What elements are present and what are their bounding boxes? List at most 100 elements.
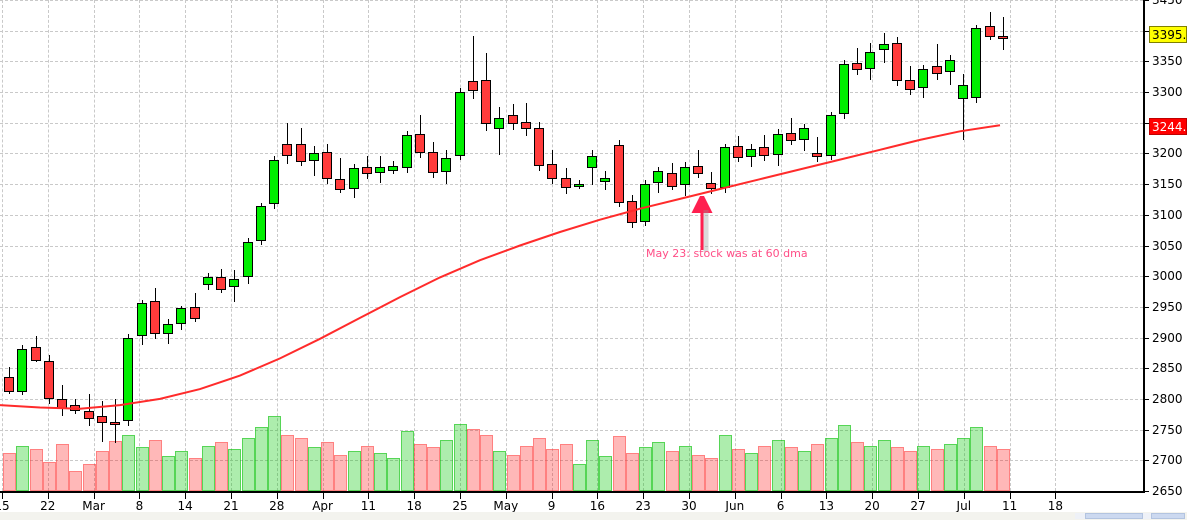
volume-bar xyxy=(996,449,1010,491)
volume-bar xyxy=(745,452,758,491)
volume-bar xyxy=(427,447,440,491)
candle-body xyxy=(865,51,876,69)
price-plot-area[interactable]: May 23: stock was at 60 dma xyxy=(0,0,1143,491)
date-tick-label: 16 xyxy=(589,499,606,513)
candle-body xyxy=(785,132,796,142)
volume-bar xyxy=(135,447,149,491)
date-tick xyxy=(918,493,919,499)
volume-bar xyxy=(692,454,705,491)
date-axis[interactable]: 15 22 Mar 8 14 21 28 Apr 11 18 25 May 9 16 23 30 Jun 6 13 2… xyxy=(0,493,1143,520)
price-tick-label: 2850 xyxy=(1152,361,1183,376)
date-tick xyxy=(963,493,965,499)
volume-bar xyxy=(586,440,599,491)
candle-body xyxy=(308,153,319,161)
candle-body xyxy=(494,117,505,129)
chart-annotation-text: May 23: stock was at 60 dma xyxy=(646,247,808,260)
volume-bar xyxy=(904,450,917,491)
gridline-v xyxy=(734,0,736,491)
date-tick xyxy=(322,493,324,499)
price-tick-label: 3100 xyxy=(1152,207,1183,222)
date-tick-label: Jun xyxy=(725,499,745,513)
price-tick xyxy=(1143,61,1149,63)
scrollbar-thumb[interactable] xyxy=(1085,513,1143,519)
candle-body xyxy=(388,165,399,171)
candle-body xyxy=(282,143,293,156)
volume-bar xyxy=(82,463,96,491)
volume-bar xyxy=(837,425,851,491)
volume-bar xyxy=(758,445,772,491)
gridline-v xyxy=(231,0,232,491)
candle-body xyxy=(944,60,955,73)
candle-body xyxy=(984,25,995,37)
candle-body xyxy=(269,159,279,204)
scrollbar-thumb-secondary[interactable] xyxy=(1151,513,1185,519)
price-tick xyxy=(1143,429,1149,431)
volume-bar xyxy=(559,443,573,491)
date-tick xyxy=(1055,493,1057,499)
candle-wick xyxy=(817,137,818,163)
price-axis[interactable]: 2650 2700 2750 2800 2850 2900 2950 3000 3050 3100… xyxy=(1143,0,1187,497)
candle-body xyxy=(255,206,266,241)
volume-bar xyxy=(321,441,334,491)
candle-body xyxy=(613,144,624,203)
volume-bar xyxy=(917,445,931,491)
volume-bar xyxy=(201,445,215,491)
price-tick-label: 2800 xyxy=(1152,391,1183,406)
gridline-h xyxy=(0,0,1143,1)
price-tick-label: 3000 xyxy=(1152,269,1183,284)
gridline-v xyxy=(597,0,599,491)
candle-body xyxy=(693,165,703,175)
volume-bar xyxy=(784,447,798,491)
candle-body xyxy=(838,63,849,115)
date-tick-label: 22 xyxy=(40,499,56,513)
price-tick xyxy=(1143,491,1149,492)
candle-body xyxy=(997,35,1008,40)
gridline-v xyxy=(872,0,874,491)
volume-bar xyxy=(652,441,666,491)
volume-bar xyxy=(254,427,268,491)
volume-bar xyxy=(824,438,838,491)
badge-nub xyxy=(1149,126,1150,127)
gridline-h xyxy=(0,429,1143,431)
date-tick-label: May xyxy=(493,499,519,513)
candle-body xyxy=(666,173,677,187)
candle-body xyxy=(905,79,915,90)
candle-body xyxy=(560,177,571,188)
volume-bar xyxy=(890,447,904,491)
candle-body xyxy=(481,79,491,124)
gridline-h xyxy=(0,368,1143,370)
candle-body xyxy=(202,277,213,285)
candle-body xyxy=(878,44,889,51)
volume-bar xyxy=(268,416,281,491)
candle-body xyxy=(242,241,253,278)
volume-bar xyxy=(612,436,626,491)
volume-bar xyxy=(347,450,361,491)
volume-bar xyxy=(374,452,387,491)
volume-bar xyxy=(281,434,295,491)
volume-bar xyxy=(665,450,679,491)
gridline-v xyxy=(1055,0,1057,491)
gridline-v xyxy=(47,0,49,491)
date-tick xyxy=(734,493,736,499)
volume-bar xyxy=(307,447,321,491)
price-tick xyxy=(1143,460,1149,462)
date-tick-label: 13 xyxy=(818,499,835,513)
gridline-v xyxy=(505,0,507,491)
candle-body xyxy=(110,422,120,426)
price-tick xyxy=(1143,153,1149,155)
candle-body xyxy=(732,146,743,159)
gridline-v xyxy=(826,0,828,491)
price-tick-label: 3200 xyxy=(1152,146,1183,161)
candle-body xyxy=(83,411,94,419)
gridline-h xyxy=(0,214,1143,216)
volume-bar xyxy=(678,445,692,491)
candle-body xyxy=(216,277,226,290)
price-tick-label: 3350 xyxy=(1152,54,1183,69)
price-tick xyxy=(1143,306,1149,308)
gridline-h xyxy=(0,184,1143,186)
date-tick-label: 8 xyxy=(135,499,144,513)
volume-bar xyxy=(599,456,613,491)
date-tick xyxy=(276,493,278,499)
volume-bar xyxy=(109,440,122,491)
volume-bar xyxy=(360,445,374,491)
